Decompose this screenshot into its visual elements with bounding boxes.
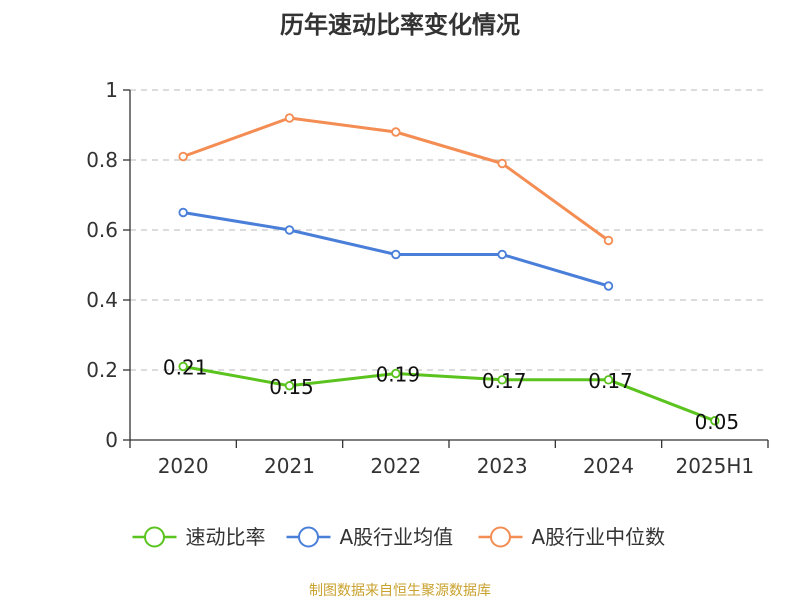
data-point — [178, 207, 188, 218]
x-tick-label: 2025H1 — [675, 454, 754, 478]
axes: 0 0.2 0.4 0.6 0.8 1 2020 2021 2022 2023 2024 2025H1 — [86, 78, 769, 478]
chart-title: 历年速动比率变化情况 — [280, 11, 520, 39]
legend-marker — [490, 526, 511, 548]
data-point — [284, 113, 295, 123]
data-point — [497, 158, 507, 169]
x-tick-label: 2021 — [264, 454, 315, 478]
data-label: 0.17 — [588, 369, 633, 393]
data-label: 0.05 — [695, 410, 740, 434]
legend-marker — [144, 526, 165, 548]
y-tick-label: 1 — [105, 78, 118, 102]
legend: 速动比率 A股行业均值 A股行业中位数 — [132, 525, 666, 549]
x-tick-label: 2022 — [370, 454, 421, 478]
data-point — [603, 281, 614, 291]
y-tick-label: 0.6 — [86, 218, 118, 242]
y-tick-label: 0 — [105, 428, 118, 452]
data-point — [284, 381, 295, 391]
data-label: 0.17 — [482, 369, 527, 393]
series-line — [182, 365, 716, 423]
data-point — [391, 249, 401, 260]
series-layer: 0.21 0.15 0.19 0.17 0.17 0.05 — [163, 113, 740, 434]
data-point — [497, 375, 507, 385]
data-point — [391, 368, 401, 379]
legend-marker — [298, 526, 319, 548]
data-point — [284, 225, 295, 235]
x-tick-label: 2023 — [477, 454, 528, 478]
data-point — [178, 151, 188, 162]
data-label: 0.15 — [269, 375, 314, 399]
data-point — [603, 235, 614, 246]
data-point — [710, 416, 720, 426]
data-point — [391, 127, 401, 137]
legend-label: 速动比率 — [186, 525, 266, 549]
y-tick-label: 0.4 — [86, 288, 118, 312]
legend-label: A股行业均值 — [340, 525, 454, 549]
y-tick-label: 0.2 — [86, 358, 118, 382]
grid — [130, 89, 768, 371]
x-tick-label: 2020 — [158, 454, 209, 478]
data-label: 0.21 — [163, 356, 208, 380]
data-point — [497, 249, 507, 260]
data-point — [178, 361, 188, 372]
x-tick-label: 2024 — [583, 454, 634, 478]
y-tick-label: 0.8 — [86, 148, 118, 172]
data-label: 0.19 — [376, 363, 421, 387]
data-point — [603, 375, 614, 385]
source-note: 制图数据来自恒生聚源数据库 — [309, 583, 491, 599]
legend-label: A股行业中位数 — [532, 525, 666, 549]
series-line — [182, 211, 609, 288]
